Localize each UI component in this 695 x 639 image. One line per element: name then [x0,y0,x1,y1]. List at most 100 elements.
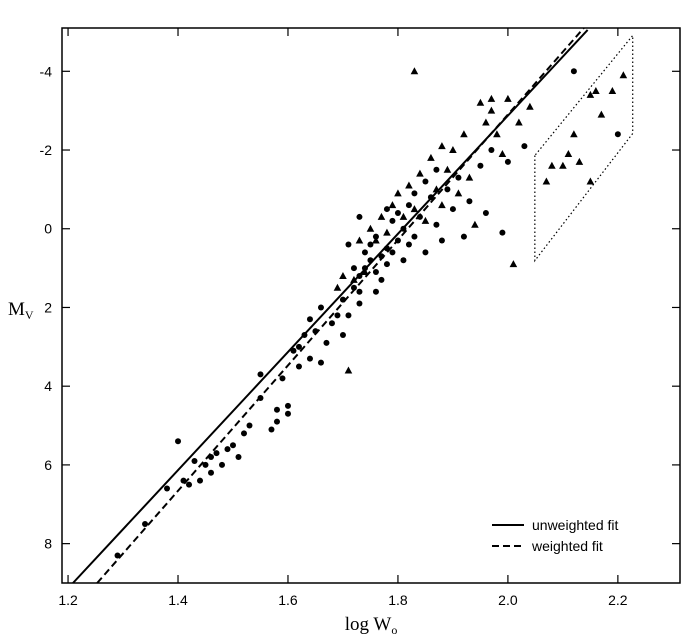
point-circle [405,241,412,248]
point-triangle [355,236,364,244]
point-triangle [575,157,584,165]
point-circle [328,320,335,327]
point-triangle [405,181,413,189]
point-circle [444,186,451,193]
point-circle [521,143,528,150]
point-triangle [559,161,567,169]
point-triangle [333,283,342,291]
point-triangle [482,118,490,126]
x-tick-label: 2.0 [498,592,518,608]
point-triangle [361,268,369,276]
x-axis-label: log Wo [345,614,398,637]
point-triangle [427,153,435,161]
point-circle [405,202,412,209]
point-circle [240,430,247,437]
point-circle [499,229,506,236]
point-circle [290,347,297,354]
point-circle [411,233,418,240]
point-circle [175,438,182,445]
point-triangle [515,118,523,126]
y-tick-label: 2 [44,299,52,315]
point-triangle [388,201,397,209]
point-circle [279,375,286,382]
y-tick-label: 4 [44,378,52,394]
point-triangle [487,94,496,102]
point-circle [186,481,193,488]
point-circle [202,461,209,468]
point-circle [614,131,621,138]
point-circle [213,450,220,457]
point-circle [438,237,445,244]
point-circle [383,206,390,213]
region-outline [534,33,634,263]
x-tick-label: 1.8 [388,592,408,608]
point-triangle [394,189,402,197]
point-circle [323,339,330,346]
x-tick-label: 2.2 [608,592,628,608]
x-tick-label: 1.6 [278,592,298,608]
point-circle [383,261,390,268]
point-circle [466,198,473,205]
y-tick-label: 8 [44,536,52,552]
point-circle [570,68,577,75]
point-circle [284,410,291,417]
point-circle [433,166,440,173]
point-circle [273,418,280,425]
point-triangle [350,275,358,283]
point-triangle [504,94,512,102]
y-label-sub: V [25,308,34,322]
legend-label: unweighted fit [532,517,619,533]
point-triangle [366,224,375,232]
point-circle [449,206,456,213]
point-circle [345,241,352,248]
point-circle [229,442,236,449]
point-triangle [471,220,479,228]
y-label-main: M [8,299,25,320]
x-label-main: log W [345,614,392,635]
point-circle [306,316,313,323]
point-triangle [586,177,595,185]
point-circle [372,269,379,276]
point-circle [317,304,324,311]
point-triangle [372,236,380,244]
point-triangle [498,149,507,157]
point-circle [273,406,280,413]
point-triangle [592,86,600,94]
point-triangle [476,98,485,106]
point-circle [378,276,385,283]
point-circle [224,446,231,453]
point-circle [455,174,462,181]
point-triangle [421,216,430,224]
point-triangle [542,177,551,185]
point-circle [504,158,511,165]
point-triangle [344,366,353,374]
point-circle [295,363,302,370]
point-circle [246,422,253,429]
point-triangle [597,110,606,118]
legend-label: weighted fit [531,538,603,554]
point-triangle [339,271,347,279]
point-circle [306,355,313,362]
point-triangle [383,228,391,236]
point-circle [334,312,341,319]
point-circle [164,485,171,492]
x-tick-label: 1.2 [58,592,78,608]
point-triangle [438,201,446,209]
point-circle [191,457,198,464]
point-circle [422,178,429,185]
point-circle [411,190,418,197]
point-triangle [586,90,595,98]
fit-line [96,27,585,584]
point-circle [235,454,242,461]
point-triangle [465,173,474,181]
point-triangle [548,161,556,169]
point-circle [356,300,363,307]
point-circle [142,520,149,527]
y-axis-label: MV [8,299,34,322]
point-triangle [399,212,408,220]
point-triangle [449,146,457,154]
point-circle [477,162,484,169]
point-circle [268,426,275,433]
point-circle [218,461,225,468]
